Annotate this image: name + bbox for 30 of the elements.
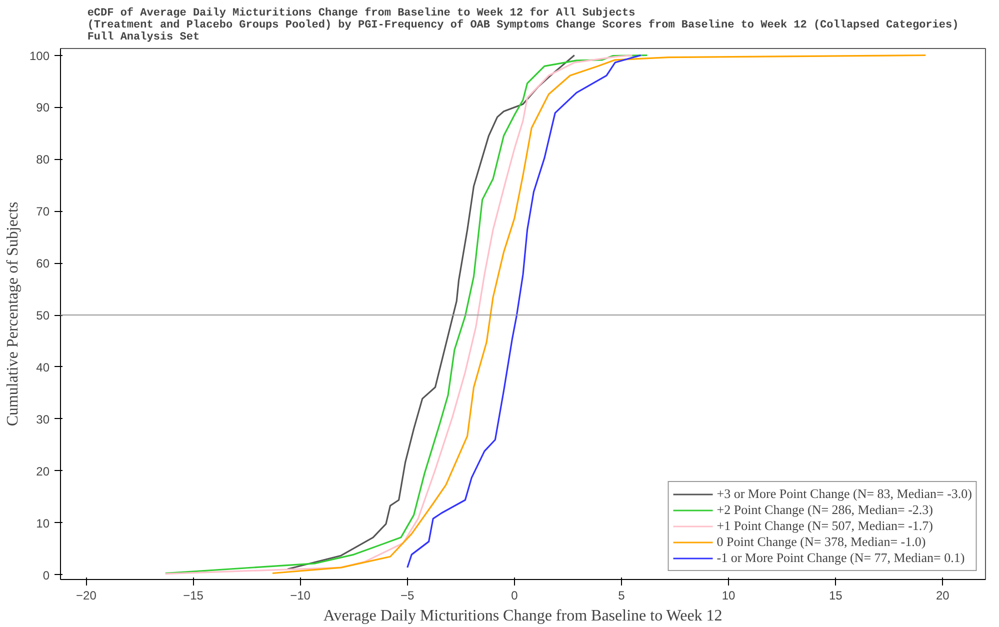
x-axis-title: Average Daily Micturitions Change from Baseline to Week 12 (323, 608, 722, 624)
line-series (406, 54, 642, 568)
y-tick-label: 0 (42, 568, 50, 582)
x-tick-label: 15 (828, 588, 843, 602)
x-tick-label: −5 (400, 588, 415, 602)
x-tick-label: 5 (618, 588, 626, 602)
y-tick-label: 40 (36, 360, 50, 374)
y-tick-label: 50 (36, 308, 50, 323)
x-tick-label: −20 (76, 588, 97, 602)
y-tick-label: 80 (36, 152, 50, 167)
x-tick-label: −10 (290, 588, 311, 602)
y-tick-label: 30 (36, 412, 50, 426)
legend-label: +2 Point Change (N= 286, Median= -2.3) (716, 502, 934, 518)
legend-label: 0 Point Change (N= 378, Median= -1.0) (716, 534, 926, 550)
x-tick-label: 20 (936, 588, 950, 602)
y-tick-label: 20 (36, 464, 50, 478)
y-tick-label: 70 (36, 204, 50, 219)
chart-title: eCDF of Average Daily Micturitions Change from Baseline to Week 12 for All Subjects (Treatment and Placebo Groups Pooled) by PGI-Frequency of OAB Symptoms Change Scores from Baseline to Week 12 (Collapsed Categories) Full Analysis Set (87, 6, 959, 44)
y-tick-label: 10 (36, 516, 50, 530)
legend-label: +1 Point Change (N= 507, Median= -1.7) (716, 518, 934, 534)
x-tick-label: −15 (183, 588, 204, 602)
x-tick-label: 10 (722, 588, 736, 602)
x-tick-label: 0 (511, 588, 518, 602)
y-axis-title: Cumulative Percentage of Subjects (4, 202, 22, 426)
legend-label: -1 or More Point Change (N= 77, Median= 0.1) (716, 550, 965, 566)
y-tick-label: 60 (36, 256, 50, 271)
y-tick-label: 100 (29, 48, 50, 63)
line-series (286, 54, 576, 570)
legend-label: +3 or More Point Change (N= 83, Median= -3.0) (716, 486, 972, 502)
y-tick-label: 90 (36, 100, 50, 115)
